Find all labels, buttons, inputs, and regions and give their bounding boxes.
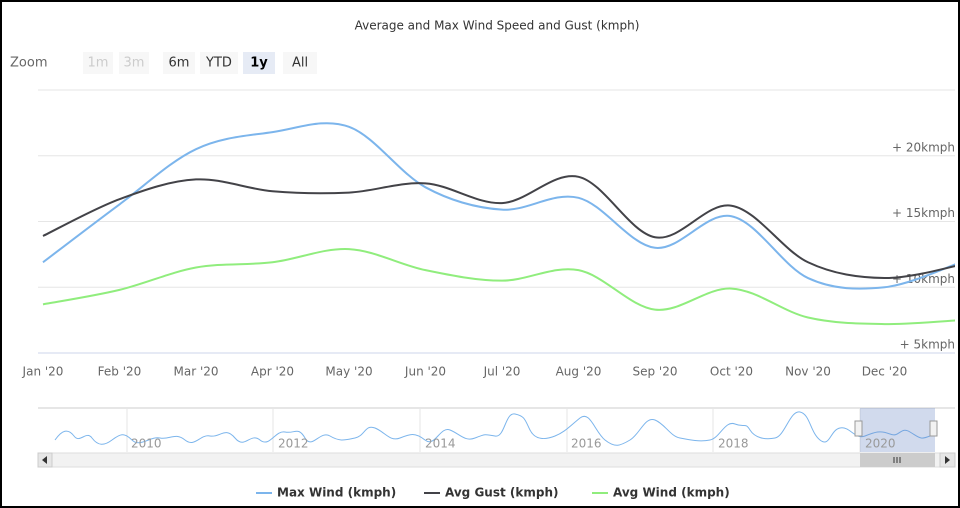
navigator-label: 2010 <box>131 437 162 451</box>
line <box>42 175 955 280</box>
zoom-button[interactable]: 3m <box>124 56 145 71</box>
navigator: 2010 2012 2014 2016 2018 2020 <box>38 407 955 452</box>
button-bg <box>163 52 195 74</box>
x-tick-label: Sep '20 <box>633 365 678 379</box>
navigator-handle[interactable] <box>854 420 863 437</box>
x-tick-label: Apr '20 <box>251 365 294 379</box>
button-bg <box>200 52 238 74</box>
zoom-button[interactable]: YTD <box>205 56 232 71</box>
zoom-buttons: 1m 3m 6m YTD 1y All <box>83 52 317 74</box>
navigator-series <box>54 411 931 446</box>
navigator-mask[interactable] <box>860 408 935 452</box>
scrollbar <box>37 452 956 468</box>
y-tick-label: + 5kmph <box>900 338 955 352</box>
x-tick-label: Oct '20 <box>710 365 753 379</box>
navigator-grid <box>126 408 861 452</box>
button-bg <box>243 52 275 74</box>
button-bg <box>119 52 149 74</box>
legend-label[interactable]: Max Wind (kmph) <box>277 486 396 500</box>
zoom-button[interactable]: All <box>292 56 308 71</box>
zoom-label: Zoom <box>10 56 47 71</box>
y-tick-label: + 20kmph <box>892 140 955 154</box>
grip <box>893 457 901 463</box>
zoom-button[interactable]: 6m <box>169 56 190 71</box>
chart-title: Average and Max Wind Speed and Gust (kmp… <box>355 19 640 33</box>
button-bg <box>283 52 317 74</box>
scrollbar-track[interactable] <box>37 452 956 468</box>
x-tick-label: Feb '20 <box>98 365 142 379</box>
x-tick-label: Aug '20 <box>556 365 602 379</box>
line <box>42 248 955 326</box>
navigator-label: 2018 <box>718 437 749 451</box>
x-tick-label: Jan '20 <box>22 365 64 379</box>
navigator-label: 2012 <box>278 437 309 451</box>
zoom-button[interactable]: 1y <box>250 56 268 71</box>
series <box>42 248 955 326</box>
legend-label[interactable]: Avg Gust (kmph) <box>445 486 558 500</box>
line <box>42 122 955 290</box>
x-tick-label: Nov '20 <box>785 365 831 379</box>
x-tick-label: Jun '20 <box>404 365 446 379</box>
x-tick-label: Mar '20 <box>173 365 218 379</box>
x-tick-label: Dec '20 <box>862 365 908 379</box>
series <box>42 122 955 290</box>
navigator-label: 2014 <box>425 437 456 451</box>
navigator-label: 2020 <box>865 437 896 451</box>
series <box>42 175 955 280</box>
button-bg <box>83 52 113 74</box>
y-tick-label: + 15kmph <box>892 206 955 220</box>
arrow <box>945 456 950 464</box>
arrow <box>42 456 47 464</box>
x-tick-label: May '20 <box>325 365 372 379</box>
x-tick-label: Jul '20 <box>483 365 521 379</box>
zoom-button[interactable]: 1m <box>88 56 109 71</box>
navigator-label: 2016 <box>571 437 602 451</box>
legend-label[interactable]: Avg Wind (kmph) <box>613 486 730 500</box>
navigator-handle[interactable] <box>929 420 938 437</box>
